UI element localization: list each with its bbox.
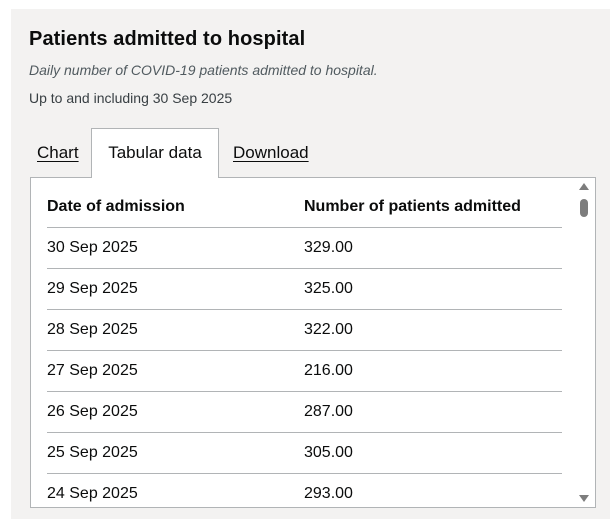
tabular-data-panel: Date of admission Number of patients adm… (30, 177, 596, 508)
data-table: Date of admission Number of patients adm… (47, 178, 562, 507)
date-cell: 30 Sep 2025 (47, 227, 304, 269)
tab-download[interactable]: Download (233, 143, 309, 162)
count-cell: 216.00 (304, 350, 562, 392)
count-cell: 329.00 (304, 227, 562, 269)
tab-bar: Chart Tabular data Download (11, 127, 610, 178)
card-subtitle: Daily number of COVID-19 patients admitt… (29, 62, 378, 78)
table-header-row: Date of admission Number of patients adm… (47, 178, 562, 228)
table-row: 26 Sep 2025 287.00 (47, 391, 562, 433)
table-row: 24 Sep 2025 293.00 (47, 473, 562, 507)
tab-tabular-data[interactable]: Tabular data (91, 128, 219, 178)
table-row: 27 Sep 2025 216.00 (47, 350, 562, 392)
date-cell: 29 Sep 2025 (47, 268, 304, 310)
count-cell: 287.00 (304, 391, 562, 433)
table-row: 30 Sep 2025 329.00 (47, 227, 562, 269)
chart-card: Patients admitted to hospital Daily numb… (11, 9, 610, 519)
date-cell: 26 Sep 2025 (47, 391, 304, 433)
table-row: 28 Sep 2025 322.00 (47, 309, 562, 351)
column-header-date: Date of admission (47, 178, 304, 228)
scroll-up-arrow-icon[interactable] (579, 183, 589, 190)
count-cell: 293.00 (304, 473, 562, 507)
count-cell: 322.00 (304, 309, 562, 351)
table-row: 29 Sep 2025 325.00 (47, 268, 562, 310)
scroll-down-arrow-icon[interactable] (579, 495, 589, 502)
tab-chart[interactable]: Chart (37, 143, 79, 162)
table-row: 25 Sep 2025 305.00 (47, 432, 562, 474)
column-header-count: Number of patients admitted (304, 178, 562, 228)
date-cell: 28 Sep 2025 (47, 309, 304, 351)
scrollbar-thumb[interactable] (580, 199, 588, 217)
date-cell: 25 Sep 2025 (47, 432, 304, 474)
updated-note: Up to and including 30 Sep 2025 (29, 90, 233, 106)
count-cell: 325.00 (304, 268, 562, 310)
date-cell: 27 Sep 2025 (47, 350, 304, 392)
card-title: Patients admitted to hospital (29, 28, 306, 50)
count-cell: 305.00 (304, 432, 562, 474)
date-cell: 24 Sep 2025 (47, 473, 304, 507)
